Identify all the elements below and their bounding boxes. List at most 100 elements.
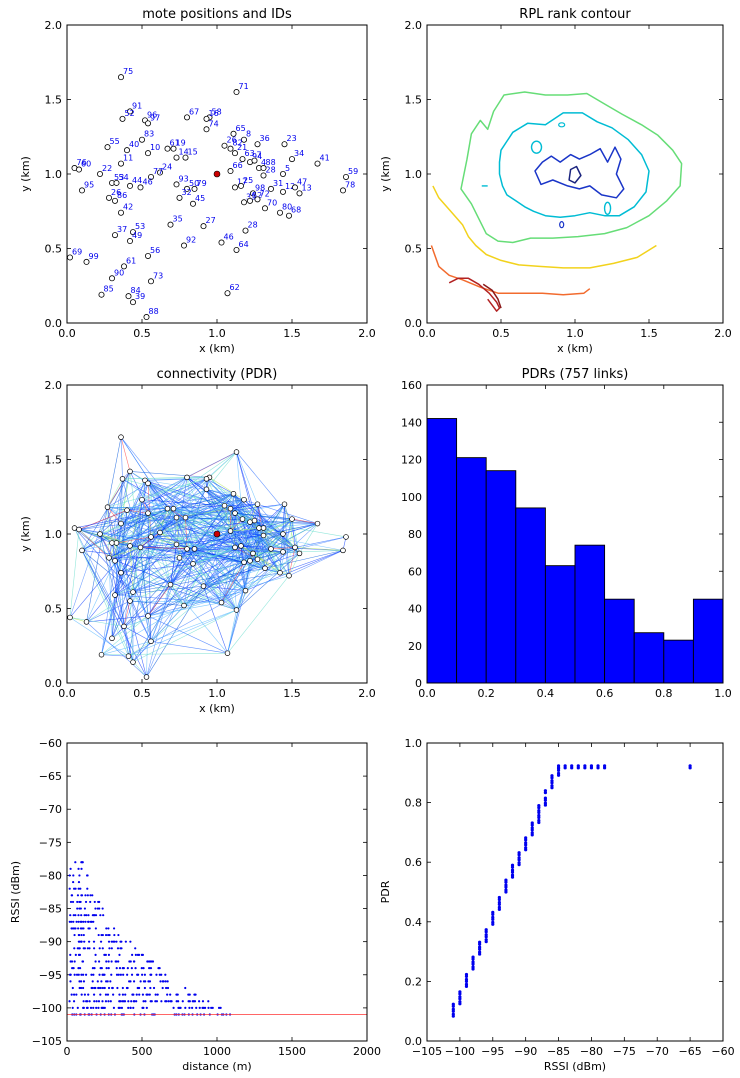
chart-title: PDRs (757 links) (522, 367, 629, 382)
x-tick-label: 0.0 (58, 327, 76, 340)
rssi-point (73, 933, 76, 937)
rssi-point (87, 993, 90, 996)
plot-5: 0 500 1000 1500 2000 −105 −100 −95 −90 −85 −80 −75 −… (9, 737, 381, 1073)
mote-id-label: 53 (114, 173, 124, 182)
pdr-point (510, 873, 515, 877)
mote-id-label: 72 (260, 189, 270, 198)
link (279, 504, 285, 573)
rssi-point (211, 1006, 214, 1009)
rssi-point (106, 980, 109, 983)
rssi-point (94, 986, 97, 990)
rssi-point (177, 1000, 180, 1003)
mote-marker (144, 252, 151, 259)
rssi-point (145, 1006, 148, 1009)
rssi-point (167, 1000, 170, 1003)
x-tick-label: 2.0 (358, 327, 376, 340)
link (234, 512, 255, 521)
mote-marker (143, 314, 150, 321)
rssi-point (80, 940, 83, 943)
x-tick-label: 1000 (203, 1045, 231, 1058)
link (116, 512, 236, 544)
rssi-point (84, 920, 87, 923)
rssi-point (184, 986, 187, 990)
link (108, 547, 141, 559)
rssi-point (107, 967, 110, 970)
mote-node (241, 496, 247, 503)
rssi-point (81, 861, 84, 864)
rssi-point (74, 887, 77, 890)
link (227, 590, 246, 654)
rssi-point (107, 940, 111, 943)
rssi-point (159, 980, 162, 983)
link (114, 557, 180, 596)
rssi-point (82, 920, 85, 923)
mote-node (254, 556, 261, 563)
link (230, 530, 237, 611)
axes-frame (66, 742, 368, 1042)
rssi-point (75, 993, 78, 996)
rssi-point (86, 887, 89, 890)
mote-id-label: 55 (110, 137, 120, 146)
y-tick-label: 0.6 (405, 856, 423, 869)
rssi-point (80, 920, 83, 923)
mote-id-label: 21 (237, 143, 247, 152)
link (179, 557, 245, 563)
contour-island (530, 140, 543, 154)
link (170, 562, 245, 585)
rssi-point (105, 960, 108, 963)
mote-marker (124, 147, 131, 154)
rssi-point (207, 1000, 210, 1003)
x-axis-label: x (km) (557, 342, 593, 355)
mote-id-label: 83 (144, 130, 154, 139)
mote-node (224, 650, 231, 656)
link (129, 471, 210, 478)
rssi-point (101, 947, 104, 950)
contour-line (430, 245, 591, 296)
rssi-points (68, 861, 232, 1016)
rssi-point (97, 986, 101, 990)
mote-id-label: 69 (72, 247, 82, 256)
rssi-point (79, 900, 82, 904)
mote-id-label: 54 (119, 173, 129, 182)
y-tick-label: 0.8 (405, 797, 423, 810)
link (116, 536, 152, 544)
link (236, 548, 272, 611)
mote-node (118, 434, 124, 440)
link (176, 521, 251, 545)
link (111, 595, 116, 639)
rssi-point (164, 980, 167, 983)
link (114, 545, 242, 596)
link (107, 483, 149, 508)
link (179, 557, 204, 587)
link (126, 508, 168, 511)
mote-node (292, 544, 298, 551)
mote-node (230, 491, 237, 497)
rssi-point (91, 986, 94, 990)
mote-id-label: 45 (195, 194, 205, 203)
rssi-point (94, 927, 97, 930)
mote-marker (218, 239, 225, 246)
mote-marker (118, 74, 125, 81)
mote-id-label: 28 (248, 221, 258, 230)
link (99, 533, 152, 538)
rssi-point (76, 907, 79, 910)
pdr-point (504, 883, 508, 887)
rssi-point (210, 1006, 213, 1009)
rssi-point (219, 1006, 222, 1009)
rssi-point (90, 920, 93, 923)
rssi-point (110, 947, 113, 950)
y-tick-label: 2.0 (45, 19, 63, 32)
mote-marker (182, 154, 189, 161)
rssi-point (68, 874, 71, 877)
mote-id-label: 93 (179, 174, 189, 183)
rssi-point (101, 907, 104, 910)
mote-marker (230, 130, 237, 137)
mote-id-label: 28 (266, 165, 276, 174)
y-tick-label: −60 (39, 737, 62, 750)
x-axis-label: x (km) (199, 342, 235, 355)
x-tick-label: 500 (132, 1045, 153, 1058)
mote-id-label: 4 (261, 158, 266, 167)
rssi-point (90, 973, 93, 976)
histogram-bar (633, 632, 665, 684)
mote-node (191, 546, 198, 552)
